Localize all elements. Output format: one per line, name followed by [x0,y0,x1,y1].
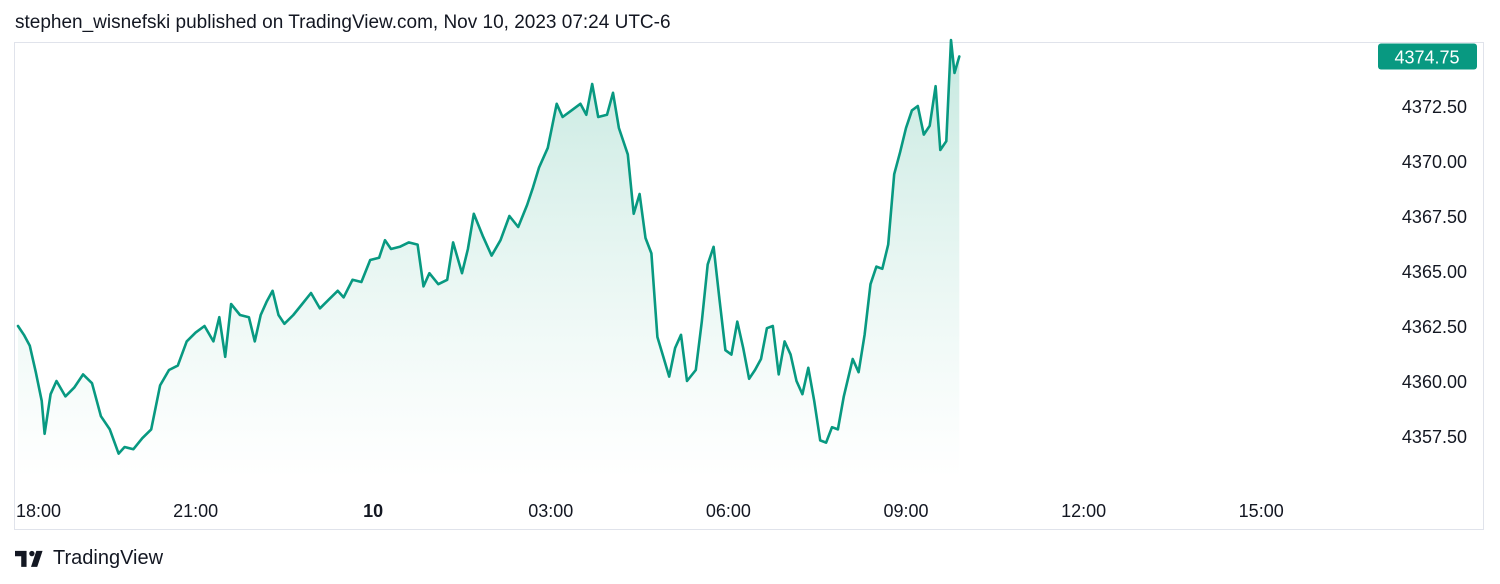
x-tick-label: 21:00 [173,501,218,521]
tradingview-logo-icon [15,550,43,567]
x-tick-label: 15:00 [1239,501,1284,521]
current-price-tag-bg [1378,43,1477,70]
publish-info: stephen_wisnefski published on TradingVi… [15,12,671,33]
chart-frame [14,42,1484,530]
x-tick-label: 03:00 [528,501,573,521]
x-tick-label: 10 [363,501,383,521]
time-axis[interactable]: 18:00 21:00 10 03:00 06:00 09:00 12:00 15:00 [16,501,1284,521]
price-line[interactable] [16,38,961,455]
y-tick-label: 4365.00 [1402,262,1467,282]
x-tick-label: 12:00 [1061,501,1106,521]
y-tick-label: 4360.00 [1402,372,1467,392]
brand-name: TradingView [53,546,164,569]
brand-footer[interactable]: TradingView [15,546,163,570]
y-tick-label: 4362.50 [1402,317,1467,337]
price-area-fill [18,40,960,478]
current-price-tag: 4374.75 [1378,43,1477,70]
price-axis[interactable]: 4372.50 4370.00 4367.50 4365.00 4362.50 4360.… [1402,97,1467,447]
y-tick-label: 4370.00 [1402,152,1467,172]
y-tick-label: 4357.50 [1402,427,1467,447]
x-tick-label: 09:00 [883,501,928,521]
current-price-label: 4374.75 [1394,48,1459,68]
y-tick-label: 4367.50 [1402,207,1467,227]
x-tick-label: 06:00 [706,501,751,521]
x-tick-label: 18:00 [16,501,61,521]
y-tick-label: 4372.50 [1402,97,1467,117]
